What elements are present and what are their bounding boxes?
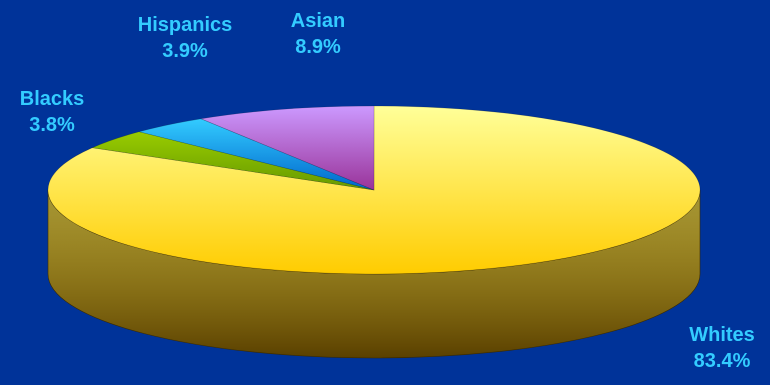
pie-slice-asian [199,105,375,191]
slice-value-whites: 83.4% [693,350,751,372]
slice-label-asian: Asian 8.9% [291,8,345,60]
slice-value-asian: 8.9% [295,36,341,58]
slice-label-hispanics: Hispanics 3.9% [138,12,232,64]
slice-label-whites: Whites 83.4% [689,322,755,374]
pie-slice-hispanics [139,118,375,191]
slice-name-hispanics: Hispanics [137,14,233,36]
pie-slice-whites [47,105,701,275]
slice-name-blacks: Blacks [19,88,85,110]
slice-name-asian: Asian [290,10,346,32]
slice-value-hispanics: 3.9% [162,40,208,62]
slice-value-blacks: 3.8% [29,114,75,136]
slice-label-blacks: Blacks 3.8% [20,86,85,138]
slice-name-whites: Whites [689,324,755,346]
pie-slice-blacks [91,131,375,191]
